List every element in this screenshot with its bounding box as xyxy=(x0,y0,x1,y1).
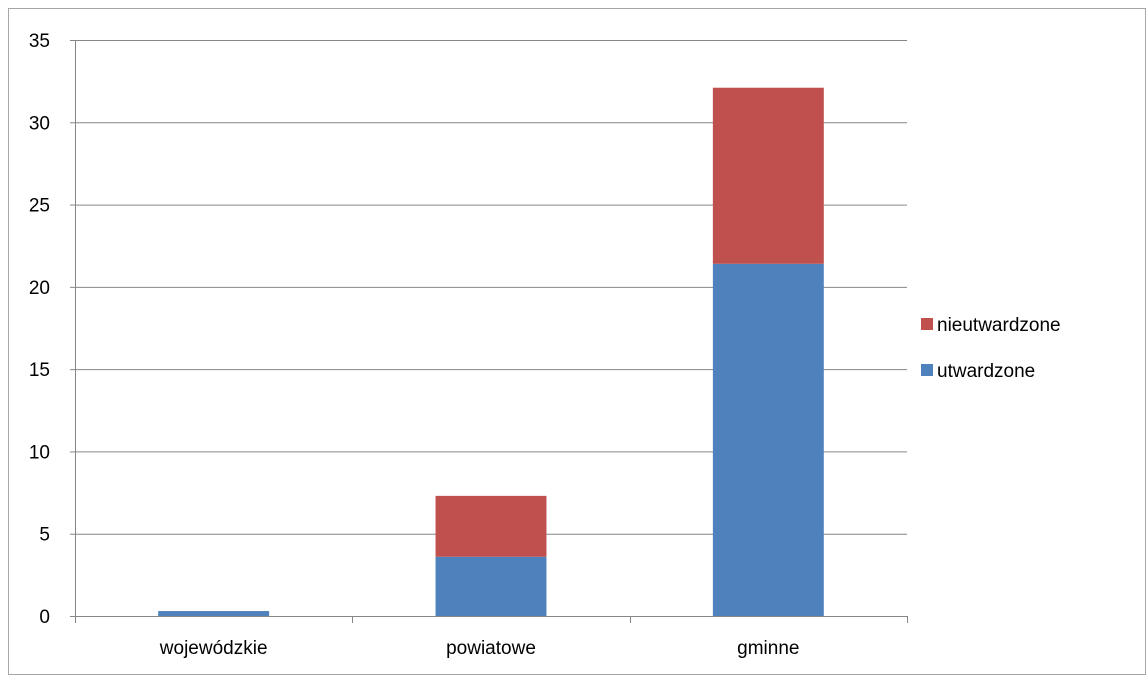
x-tick-label: gminne xyxy=(737,638,799,659)
legend-swatch-nieutwardzone xyxy=(921,318,933,330)
x-tick-label: wojewódzkie xyxy=(159,638,268,659)
legend: nieutwardzone utwardzone xyxy=(921,315,1061,382)
y-tick-label: 20 xyxy=(29,278,50,299)
x-axis-tick-labels: wojewódzkie powiatowe gminne xyxy=(159,638,800,659)
y-tick-label: 5 xyxy=(39,525,50,546)
bar-utwardzone-gminne xyxy=(712,263,824,616)
chart-frame xyxy=(8,8,1146,675)
bar-utwardzone-wojewódzkie xyxy=(158,611,270,616)
y-tick-label: 10 xyxy=(29,442,50,463)
legend-label-nieutwardzone: nieutwardzone xyxy=(937,315,1061,336)
bar-nieutwardzone-gminne xyxy=(712,87,824,264)
bar-utwardzone-powiatowe xyxy=(435,556,547,616)
bar-nieutwardzone-powiatowe xyxy=(435,495,547,557)
legend-swatch-utwardzone xyxy=(921,364,933,376)
bars xyxy=(158,87,824,616)
y-tick-label: 15 xyxy=(29,360,50,381)
axes xyxy=(70,40,908,623)
legend-label-utwardzone: utwardzone xyxy=(937,361,1035,382)
y-tick-label: 25 xyxy=(29,196,50,217)
y-axis-tick-labels: 0 5 10 15 20 25 30 35 xyxy=(29,31,50,628)
x-tick-label: powiatowe xyxy=(446,638,536,659)
y-tick-label: 0 xyxy=(39,607,50,628)
y-tick-label: 30 xyxy=(29,113,50,134)
y-tick-label: 35 xyxy=(29,31,50,52)
